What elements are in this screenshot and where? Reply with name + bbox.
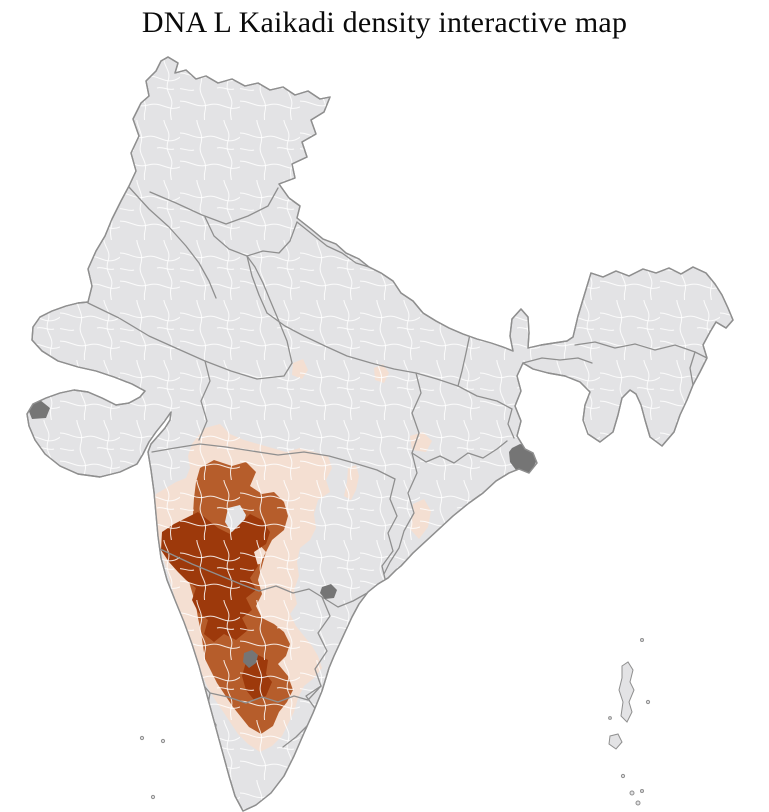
district-patch-bengaluru[interactable] bbox=[243, 650, 258, 668]
district-patch-delta[interactable] bbox=[320, 584, 337, 599]
district-boundaries-mesh bbox=[27, 57, 733, 811]
india-coastline bbox=[26, 56, 734, 812]
state-borders bbox=[87, 185, 708, 797]
map-title: DNA L Kaikadi density interactive map bbox=[141, 6, 628, 39]
lakshadweep-islands[interactable] bbox=[139, 735, 166, 800]
andaman-nicobar-islands[interactable] bbox=[608, 638, 651, 806]
